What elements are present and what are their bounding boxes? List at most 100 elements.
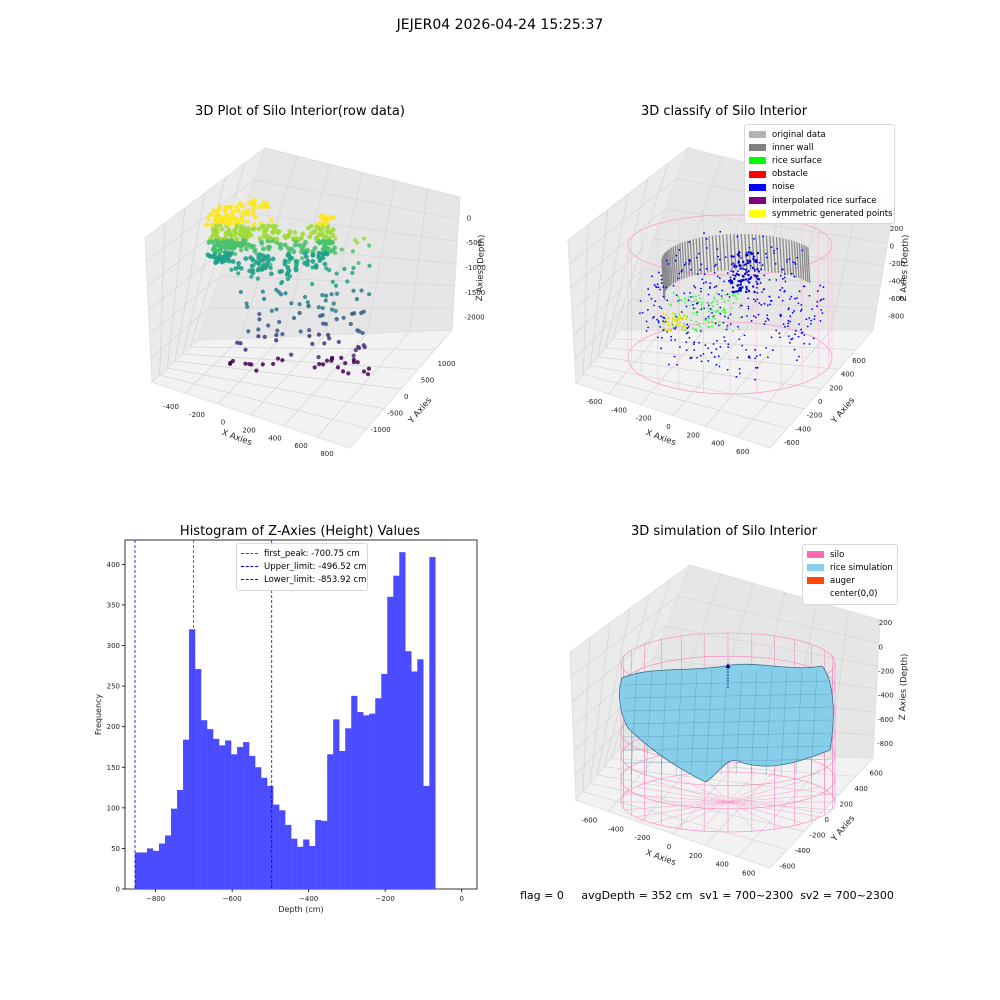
- x-tick-label: 600: [736, 448, 749, 456]
- noise-point: [737, 325, 739, 328]
- grid-line: [145, 179, 459, 263]
- noise-point: [665, 286, 668, 289]
- data-point: [249, 362, 254, 367]
- noise-point: [688, 336, 691, 339]
- noise-point: [744, 268, 748, 272]
- legend-item: symmetric generated points: [749, 207, 893, 220]
- noise-point: [688, 259, 690, 262]
- noise-point: [742, 260, 745, 264]
- data-point: [320, 247, 326, 252]
- y-tick-label: -500: [387, 409, 403, 417]
- rice-surface-point: [717, 321, 720, 323]
- y-tick-label: -200: [810, 831, 826, 839]
- rice-surface-point: [703, 319, 706, 321]
- rice-surface-point: [711, 300, 714, 303]
- noise-point: [756, 298, 759, 301]
- noise-point: [687, 299, 690, 302]
- noise-point: [782, 323, 785, 326]
- noise-point: [693, 349, 696, 351]
- noise-point: [739, 287, 743, 291]
- data-point: [242, 209, 247, 215]
- rice-surface-point: [738, 306, 741, 309]
- noise-point: [820, 298, 823, 301]
- rice-surface-point: [695, 320, 698, 323]
- noise-point: [741, 316, 743, 318]
- noise-point: [675, 254, 678, 257]
- data-point: [305, 258, 311, 264]
- data-point: [341, 315, 346, 320]
- data-point: [257, 235, 263, 241]
- data-point: [302, 294, 308, 300]
- noise-point: [747, 356, 750, 358]
- inner-wall-point: [798, 243, 802, 280]
- simulation-legend: silo rice simulation auger center(0,0): [802, 544, 898, 605]
- symmetric-point: [672, 318, 675, 321]
- data-point: [261, 296, 267, 301]
- data-point: [309, 230, 315, 236]
- histogram-bar: [417, 659, 424, 889]
- noise-point: [706, 247, 708, 249]
- data-point: [238, 265, 244, 271]
- rice-surface-point: [677, 296, 680, 298]
- rice-surface-point: [670, 304, 673, 307]
- rice-surface-point: [716, 300, 718, 303]
- data-point: [313, 263, 319, 268]
- data-point: [348, 321, 353, 327]
- rice-surface-point: [721, 297, 724, 300]
- data-point: [316, 250, 322, 256]
- noise-point: [754, 300, 757, 303]
- silo-floor-spoke: [674, 775, 729, 803]
- noise-point: [641, 311, 644, 314]
- data-point: [298, 329, 303, 334]
- floor-pane: [151, 329, 454, 449]
- data-point: [310, 265, 315, 270]
- surface-mesh-line: [623, 719, 833, 725]
- data-point: [214, 229, 220, 235]
- symmetric-point: [667, 328, 670, 331]
- rice-surface-point: [718, 312, 720, 314]
- silo-floor-spoke: [652, 780, 729, 803]
- noise-point: [726, 272, 729, 275]
- data-point: [247, 200, 252, 206]
- rice-surface-point: [735, 297, 738, 300]
- data-point: [212, 246, 218, 252]
- data-point: [339, 247, 344, 252]
- noise-point: [811, 308, 814, 311]
- noise-point: [660, 315, 662, 318]
- data-point: [362, 236, 367, 241]
- noise-point: [654, 285, 657, 288]
- data-point: [330, 279, 335, 285]
- histogram-bar: [152, 850, 160, 889]
- y-tick-label: 150: [107, 764, 120, 772]
- noise-point: [767, 318, 770, 321]
- data-point: [266, 246, 272, 252]
- rice-surface-point: [717, 309, 720, 311]
- data-point: [229, 209, 235, 215]
- rice-surface-point: [706, 302, 709, 305]
- symmetric-point: [663, 327, 666, 330]
- data-point: [310, 281, 315, 287]
- x-axis-label: X Axies: [644, 848, 677, 868]
- noise-point: [729, 279, 733, 282]
- noise-point: [709, 286, 711, 288]
- noise-point: [750, 320, 753, 322]
- data-point: [217, 207, 223, 213]
- legend-swatch: [749, 197, 766, 205]
- data-point: [269, 217, 274, 223]
- noise-point: [755, 355, 758, 358]
- legend-item: interpolated rice surface: [749, 194, 890, 207]
- noise-point: [776, 247, 778, 250]
- noise-point: [685, 332, 688, 335]
- inner-wall-point: [679, 243, 683, 280]
- noise-point: [799, 310, 802, 312]
- noise-point: [761, 264, 764, 267]
- data-point: [244, 246, 249, 252]
- y-tick-label: 300: [107, 642, 120, 650]
- classify-legend: original data inner wall rice surface obsta…: [744, 124, 895, 225]
- noise-point: [794, 333, 797, 336]
- noise-point: [770, 246, 773, 249]
- noise-point: [808, 317, 811, 319]
- symmetric-point: [681, 317, 684, 320]
- noise-point: [683, 292, 686, 295]
- rice-surface-point: [714, 318, 717, 320]
